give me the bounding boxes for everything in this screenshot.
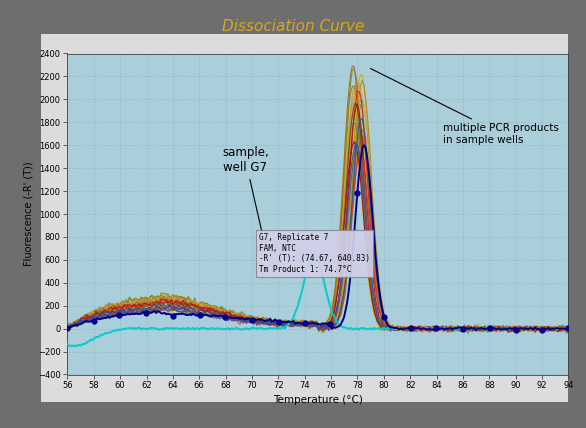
- Text: sample,
well G7: sample, well G7: [222, 146, 269, 232]
- Y-axis label: Fluorescence (-R' (T)): Fluorescence (-R' (T)): [23, 162, 33, 266]
- Text: multiple PCR products
in sample wells: multiple PCR products in sample wells: [370, 68, 559, 145]
- Text: G7, Replicate 7
FAM, NTC
-R' (T): (74.67, 640.83)
Tm Product 1: 74.7°C: G7, Replicate 7 FAM, NTC -R' (T): (74.67…: [258, 234, 370, 273]
- X-axis label: Temperature (°C): Temperature (°C): [273, 395, 363, 404]
- Text: Dissociation Curve: Dissociation Curve: [222, 19, 364, 34]
